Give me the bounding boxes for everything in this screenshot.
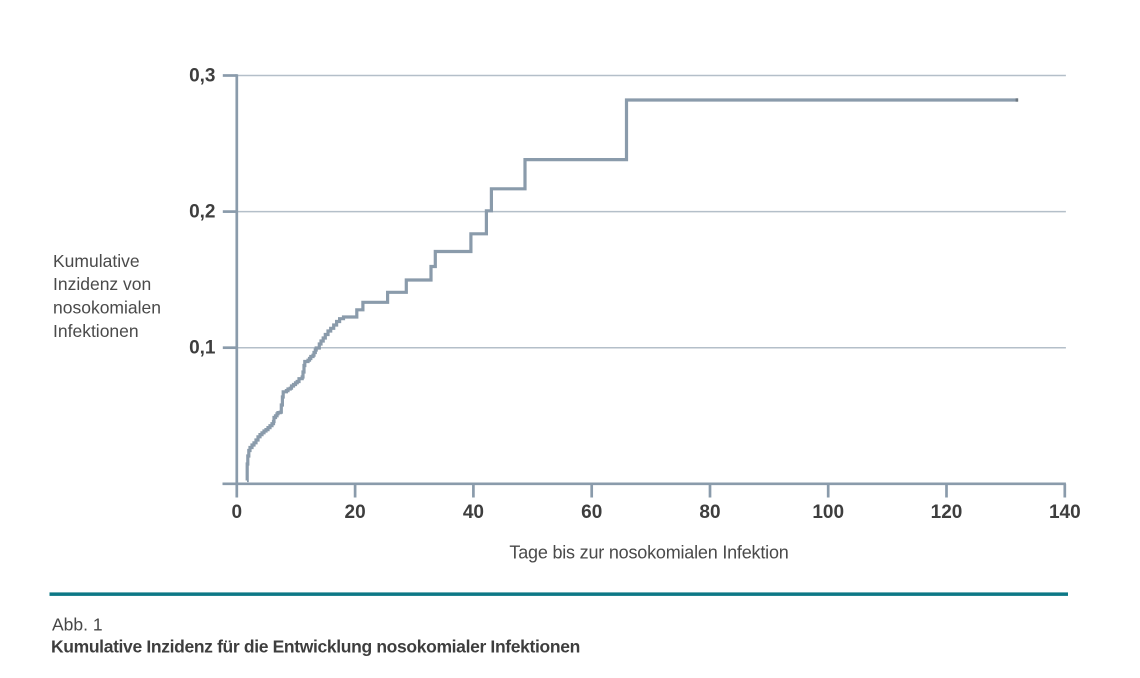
svg-text:20: 20 <box>345 502 366 523</box>
svg-text:Inzidenz von: Inzidenz von <box>53 274 151 294</box>
svg-text:0,1: 0,1 <box>189 338 216 359</box>
svg-text:40: 40 <box>463 502 484 523</box>
svg-text:Abb. 1: Abb. 1 <box>52 615 103 635</box>
svg-text:140: 140 <box>1049 502 1081 523</box>
svg-text:Kumulative Inzidenz für die En: Kumulative Inzidenz für die Entwicklung … <box>51 637 580 657</box>
svg-text:80: 80 <box>699 502 720 523</box>
svg-text:60: 60 <box>581 502 602 523</box>
svg-text:100: 100 <box>812 502 844 523</box>
svg-text:120: 120 <box>931 502 963 523</box>
svg-text:Kumulative: Kumulative <box>53 251 140 271</box>
svg-text:nosokomialen: nosokomialen <box>53 298 161 318</box>
svg-text:0,3: 0,3 <box>189 65 215 86</box>
svg-text:Tage bis zur nosokomialen Infe: Tage bis zur nosokomialen Infektion <box>509 542 788 562</box>
svg-text:Infektionen: Infektionen <box>53 321 139 341</box>
svg-text:0,2: 0,2 <box>189 202 215 223</box>
svg-text:0: 0 <box>232 502 243 523</box>
